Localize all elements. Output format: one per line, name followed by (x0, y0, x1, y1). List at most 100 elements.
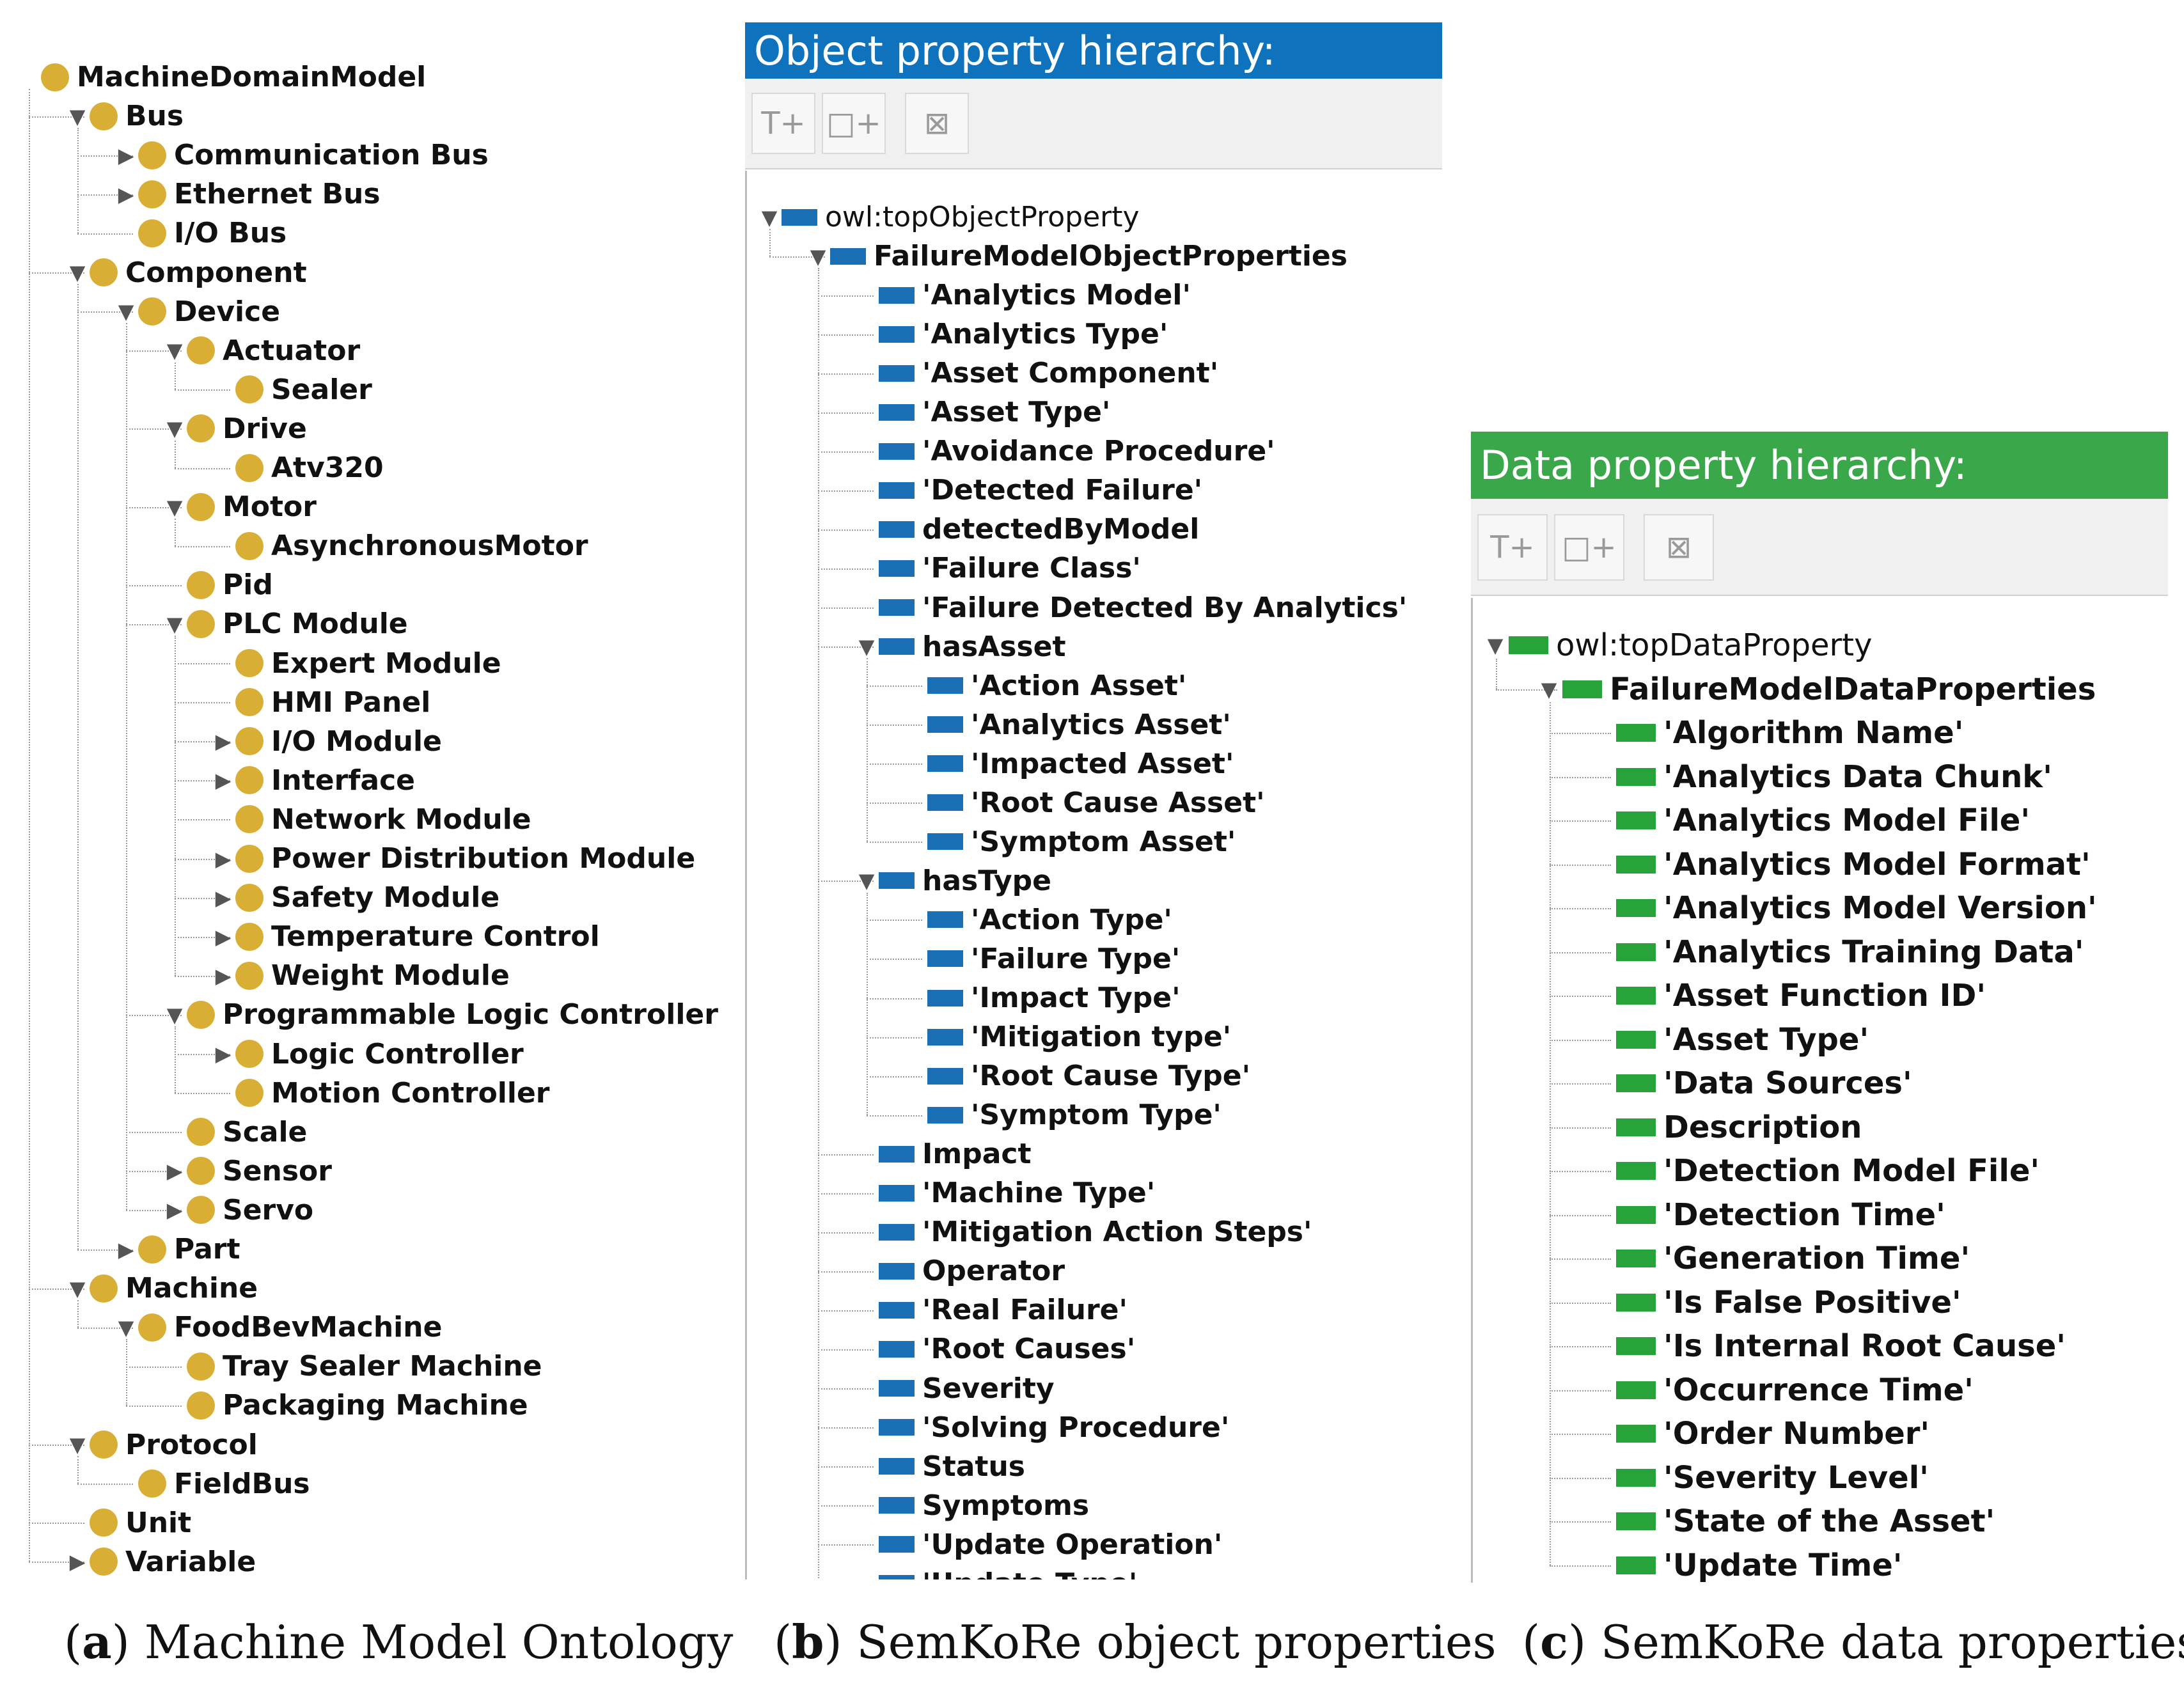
tree-item-safety-module[interactable]: Safety Module (235, 878, 499, 917)
collapse-toggle-icon[interactable]: ▶ (215, 1042, 232, 1067)
add-sibling-property-button[interactable]: □+ (822, 93, 886, 154)
collapse-toggle-icon[interactable]: ▶ (215, 963, 232, 988)
tree-item-asset-component[interactable]: 'Asset Component' (879, 354, 1218, 393)
expand-toggle-icon[interactable]: ▼ (810, 244, 826, 269)
collapse-toggle-icon[interactable]: ▶ (69, 1549, 86, 1574)
tree-item-component[interactable]: Component (90, 253, 307, 292)
tree-item-state-of-the-asset[interactable]: 'State of the Asset' (1616, 1500, 1995, 1544)
tree-item-data-sources[interactable]: 'Data Sources' (1616, 1062, 1912, 1106)
expand-toggle-icon[interactable]: ▼ (761, 205, 778, 230)
collapse-toggle-icon[interactable]: ▶ (118, 143, 134, 168)
expand-toggle-icon[interactable]: ▼ (858, 868, 875, 893)
tree-item-update-time[interactable]: 'Update Time' (1616, 1544, 1902, 1583)
tree-item-algorithm-name[interactable]: 'Algorithm Name' (1616, 711, 1963, 755)
expand-toggle-icon[interactable]: ▼ (69, 104, 86, 129)
tree-item-machine[interactable]: Machine (90, 1269, 258, 1308)
tree-item-avoidance-procedure[interactable]: 'Avoidance Procedure' (879, 432, 1275, 471)
tree-item-unit[interactable]: Unit (90, 1503, 191, 1542)
tree-item-variable[interactable]: Variable (90, 1542, 256, 1581)
tree-item-plc-module[interactable]: PLC Module (187, 604, 408, 643)
tree-item-analytics-model[interactable]: 'Analytics Model' (879, 276, 1191, 315)
tree-item-solving-procedure[interactable]: 'Solving Procedure' (879, 1408, 1229, 1447)
tree-item-severity[interactable]: Severity (879, 1369, 1055, 1408)
delete-property-button[interactable]: ⊠ (1644, 514, 1714, 581)
tree-item-root-causes[interactable]: 'Root Causes' (879, 1329, 1135, 1368)
tree-item-sensor[interactable]: Sensor (187, 1152, 332, 1191)
collapse-toggle-icon[interactable]: ▶ (215, 846, 232, 871)
tree-item-weight-module[interactable]: Weight Module (235, 956, 510, 995)
expand-toggle-icon[interactable]: ▼ (118, 299, 134, 324)
tree-item-drive[interactable]: Drive (187, 409, 307, 448)
tree-item-ethernet-bus[interactable]: Ethernet Bus (138, 175, 381, 214)
collapse-toggle-icon[interactable]: ▶ (215, 768, 232, 793)
tree-item-analytics-data-chunk[interactable]: 'Analytics Data Chunk' (1616, 755, 2052, 799)
tree-item-detection-model-file[interactable]: 'Detection Model File' (1616, 1149, 2039, 1193)
tree-item-programmable-logic-controller[interactable]: Programmable Logic Controller (187, 995, 718, 1034)
tree-item-detection-time[interactable]: 'Detection Time' (1616, 1193, 1945, 1237)
expand-toggle-icon[interactable]: ▼ (69, 1432, 86, 1457)
tree-item-generation-time[interactable]: 'Generation Time' (1616, 1237, 1970, 1281)
expand-toggle-icon[interactable]: ▼ (1487, 633, 1504, 658)
expand-toggle-icon[interactable]: ▼ (166, 1002, 183, 1027)
expand-toggle-icon[interactable]: ▼ (69, 260, 86, 285)
add-sub-property-button[interactable]: T+ (751, 93, 815, 154)
tree-item-motion-controller[interactable]: Motion Controller (235, 1074, 550, 1113)
tree-item-analytics-model-file[interactable]: 'Analytics Model File' (1616, 799, 2030, 843)
collapse-toggle-icon[interactable]: ▶ (166, 1159, 183, 1184)
collapse-toggle-icon[interactable]: ▶ (118, 182, 134, 207)
tree-item-protocol[interactable]: Protocol (90, 1425, 258, 1464)
tree-item-device[interactable]: Device (138, 292, 280, 331)
add-sibling-property-button[interactable]: □+ (1554, 514, 1624, 581)
expand-toggle-icon[interactable]: ▼ (166, 416, 183, 441)
tree-item-analytics-model-format[interactable]: 'Analytics Model Format' (1616, 843, 2091, 887)
expand-toggle-icon[interactable]: ▼ (118, 1315, 134, 1340)
add-sub-property-button[interactable]: T+ (1477, 514, 1548, 581)
tree-item-sealer[interactable]: Sealer (235, 370, 372, 409)
tree-item-fieldbus[interactable]: FieldBus (138, 1464, 310, 1503)
collapse-toggle-icon[interactable]: ▶ (215, 924, 232, 949)
tree-item-hastype[interactable]: hasType (879, 861, 1051, 900)
tree-item-symptoms[interactable]: Symptoms (879, 1486, 1089, 1525)
tree-item-scale[interactable]: Scale (187, 1113, 307, 1152)
tree-item-impacted-asset[interactable]: 'Impacted Asset' (927, 744, 1234, 783)
tree-item-update-operation[interactable]: 'Update Operation' (879, 1525, 1222, 1564)
tree-item-description[interactable]: Description (1616, 1106, 1862, 1150)
tree-item-logic-controller[interactable]: Logic Controller (235, 1035, 524, 1074)
expand-toggle-icon[interactable]: ▼ (166, 338, 183, 363)
tree-item-communication-bus[interactable]: Communication Bus (138, 136, 489, 175)
tree-item-asynchronousmotor[interactable]: AsynchronousMotor (235, 526, 588, 565)
tree-item-is-false-positive[interactable]: 'Is False Positive' (1616, 1281, 1961, 1325)
tree-item-detectedbymodel[interactable]: detectedByModel (879, 510, 1199, 549)
expand-toggle-icon[interactable]: ▼ (69, 1276, 86, 1301)
tree-item-owl-topobjectproperty[interactable]: owl:topObjectProperty (782, 198, 1140, 237)
expand-toggle-icon[interactable]: ▼ (858, 634, 875, 659)
tree-item-analytics-model-version[interactable]: 'Analytics Model Version' (1616, 886, 2097, 930)
tree-item-actuator[interactable]: Actuator (187, 331, 360, 370)
tree-item-bus[interactable]: Bus (90, 97, 184, 136)
tree-item-asset-function-id[interactable]: 'Asset Function ID' (1616, 974, 1986, 1018)
tree-item-action-asset[interactable]: 'Action Asset' (927, 666, 1186, 705)
tree-item-root-cause-asset[interactable]: 'Root Cause Asset' (927, 783, 1265, 822)
tree-item-i-o-module[interactable]: I/O Module (235, 722, 442, 761)
tree-item-asset-type[interactable]: 'Asset Type' (879, 393, 1110, 432)
collapse-toggle-icon[interactable]: ▶ (215, 729, 232, 754)
tree-item-is-internal-root-cause[interactable]: 'Is Internal Root Cause' (1616, 1324, 2066, 1368)
tree-item-severity-level[interactable]: 'Severity Level' (1616, 1456, 1929, 1500)
tree-item-failuremodeldataproperties[interactable]: FailureModelDataProperties (1562, 668, 2096, 712)
tree-item-impact[interactable]: Impact (879, 1134, 1032, 1173)
expand-toggle-icon[interactable]: ▼ (1541, 677, 1557, 701)
tree-item-tray-sealer-machine[interactable]: Tray Sealer Machine (187, 1347, 542, 1386)
tree-item-power-distribution-module[interactable]: Power Distribution Module (235, 839, 695, 878)
tree-item-machine-type[interactable]: 'Machine Type' (879, 1173, 1155, 1212)
tree-item-hmi-panel[interactable]: HMI Panel (235, 683, 430, 722)
tree-item-analytics-type[interactable]: 'Analytics Type' (879, 315, 1168, 354)
tree-item-order-number[interactable]: 'Order Number' (1616, 1412, 1929, 1456)
tree-item-failure-type[interactable]: 'Failure Type' (927, 939, 1180, 978)
tree-item-owl-topdataproperty[interactable]: owl:topDataProperty (1509, 623, 1873, 668)
collapse-toggle-icon[interactable]: ▶ (215, 885, 232, 910)
tree-item-atv320[interactable]: Atv320 (235, 448, 384, 487)
tree-item-mitigation-action-steps[interactable]: 'Mitigation Action Steps' (879, 1212, 1312, 1251)
expand-toggle-icon[interactable]: ▼ (166, 611, 183, 636)
tree-item-part[interactable]: Part (138, 1230, 240, 1269)
tree-item-foodbevmachine[interactable]: FoodBevMachine (138, 1308, 442, 1347)
